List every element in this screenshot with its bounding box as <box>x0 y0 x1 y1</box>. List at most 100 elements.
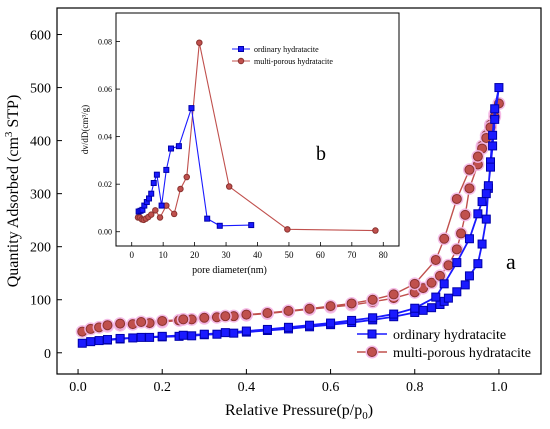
inset-data-point <box>177 185 184 193</box>
main-x-tick-label: 0.4 <box>238 380 256 395</box>
main-y-tick-label: 100 <box>30 294 51 309</box>
inset-data-point <box>248 222 255 229</box>
main-data-point <box>485 162 495 172</box>
main-legend-entry: ordinary hydratacite <box>357 328 506 343</box>
main-y-tick-label: 300 <box>30 188 51 203</box>
main-legend-marker <box>367 347 377 357</box>
main-data-point <box>488 130 498 140</box>
inset-x-tick-label: 10 <box>159 250 169 260</box>
main-data-point <box>199 312 210 323</box>
main-data-point <box>430 254 441 265</box>
main-legend-label: multi-porous hydratacite <box>393 346 531 361</box>
main-series-ordinary <box>77 83 504 348</box>
main-data-point <box>494 83 504 93</box>
main-x-tick-label: 0.2 <box>153 380 171 395</box>
inset-legend-label: multi-porous hydratacite <box>254 57 333 66</box>
main-x-tick-label: 0.8 <box>406 380 424 395</box>
main-y-tick-label: 500 <box>30 82 51 97</box>
inset-data-point <box>196 39 203 46</box>
main-data-point <box>477 239 487 249</box>
inset-data-point <box>188 105 195 112</box>
main-y-ticks: 0 100 200 300 400 500 600 <box>30 29 62 362</box>
inset-data-point <box>204 215 211 222</box>
main-data-point <box>157 315 168 326</box>
inset-data-point <box>152 207 159 214</box>
inset-series-ordinary <box>135 105 255 229</box>
inset-data-point <box>148 190 155 197</box>
main-y-tick-label: 600 <box>30 29 51 44</box>
inset-y-tick-label: 0.08 <box>98 38 112 47</box>
inset-legend-entry: ordinary hydratacite <box>232 45 319 54</box>
main-data-point <box>212 329 222 339</box>
main-data-point <box>473 209 483 219</box>
main-data-point <box>115 333 125 343</box>
inset-x-tick-label: 80 <box>379 250 389 260</box>
main-x-ticks: 0.0 0.2 0.4 0.6 0.8 1.0 <box>69 369 508 395</box>
main-y-axis-label: Quantity Adsorbed (cm3 STP) <box>3 95 22 288</box>
main-x-axis-label-subscript: 0 <box>362 410 368 422</box>
main-data-point <box>451 193 462 204</box>
main-data-point <box>439 279 449 289</box>
main-x-tick-label: 0.0 <box>69 380 87 395</box>
main-data-point <box>326 318 336 328</box>
main-data-point <box>439 233 450 244</box>
main-data-point <box>103 335 113 345</box>
inset-data-point <box>372 227 379 234</box>
inset-x-tick-label: 60 <box>316 250 326 260</box>
main-data-point <box>460 209 471 220</box>
inset-annotation-b: b <box>316 143 326 165</box>
inset-x-tick-label: 50 <box>284 250 294 260</box>
inset-legend-label: ordinary hydratacite <box>254 45 319 54</box>
main-data-point <box>128 333 138 343</box>
main-data-point <box>452 287 462 297</box>
main-data-point <box>427 303 437 313</box>
main-data-point <box>431 292 441 302</box>
main-data-point <box>481 189 491 199</box>
main-data-point <box>464 164 475 175</box>
inset-data-point <box>150 179 157 186</box>
main-series-multi-porous <box>75 96 506 339</box>
main-data-point <box>94 336 104 346</box>
inset-x-tick-label: 70 <box>347 250 357 260</box>
main-x-axis-label: Relative Pressure(p/p0) <box>225 402 373 422</box>
main-data-point <box>460 280 470 290</box>
main-y-tick-label: 200 <box>30 241 51 256</box>
inset-data-point <box>168 145 175 152</box>
main-data-point <box>136 332 146 342</box>
main-y-axis-label-tail: STP) <box>5 95 22 132</box>
inset-x-tick-label: 40 <box>253 250 263 260</box>
main-data-point <box>178 330 188 340</box>
main-data-point <box>229 328 239 338</box>
main-data-point <box>388 289 399 300</box>
inset-data-point <box>146 195 153 202</box>
inset-y-axis-label: dv/dD(cm³/g) <box>80 105 90 154</box>
inset-data-point <box>183 173 190 181</box>
main-data-point <box>452 258 462 268</box>
main-data-point <box>325 301 336 312</box>
main-data-point <box>488 141 498 151</box>
main-data-point <box>136 317 147 328</box>
inset-data-point <box>156 214 164 221</box>
main-data-point <box>451 244 462 255</box>
inset-y-ticks: 0.00 0.02 0.04 0.06 0.08 <box>98 38 120 237</box>
main-data-point <box>187 331 197 341</box>
main-data-point <box>443 293 453 303</box>
main-x-tick-label: 1.0 <box>490 380 508 395</box>
main-y-tick-label: 400 <box>30 135 51 150</box>
main-data-point <box>490 104 500 114</box>
main-data-point <box>473 259 483 269</box>
inset-y-tick-label: 0.04 <box>98 133 112 142</box>
inset-data-point <box>147 211 155 218</box>
inset-data-point <box>153 171 160 178</box>
main-data-point <box>304 303 315 314</box>
main-data-point <box>490 114 500 124</box>
main-data-point <box>389 309 399 319</box>
main-data-point <box>367 294 378 305</box>
main-data-point <box>178 314 189 325</box>
main-legend-marker <box>367 329 377 339</box>
main-y-axis-label-text: Quantity Adsorbed (cm <box>5 137 22 288</box>
main-data-point <box>220 311 231 322</box>
main-data-point <box>464 234 474 244</box>
main-y-axis-label-superscript: 3 <box>3 131 15 137</box>
inset-y-tick-label: 0.06 <box>98 85 112 94</box>
